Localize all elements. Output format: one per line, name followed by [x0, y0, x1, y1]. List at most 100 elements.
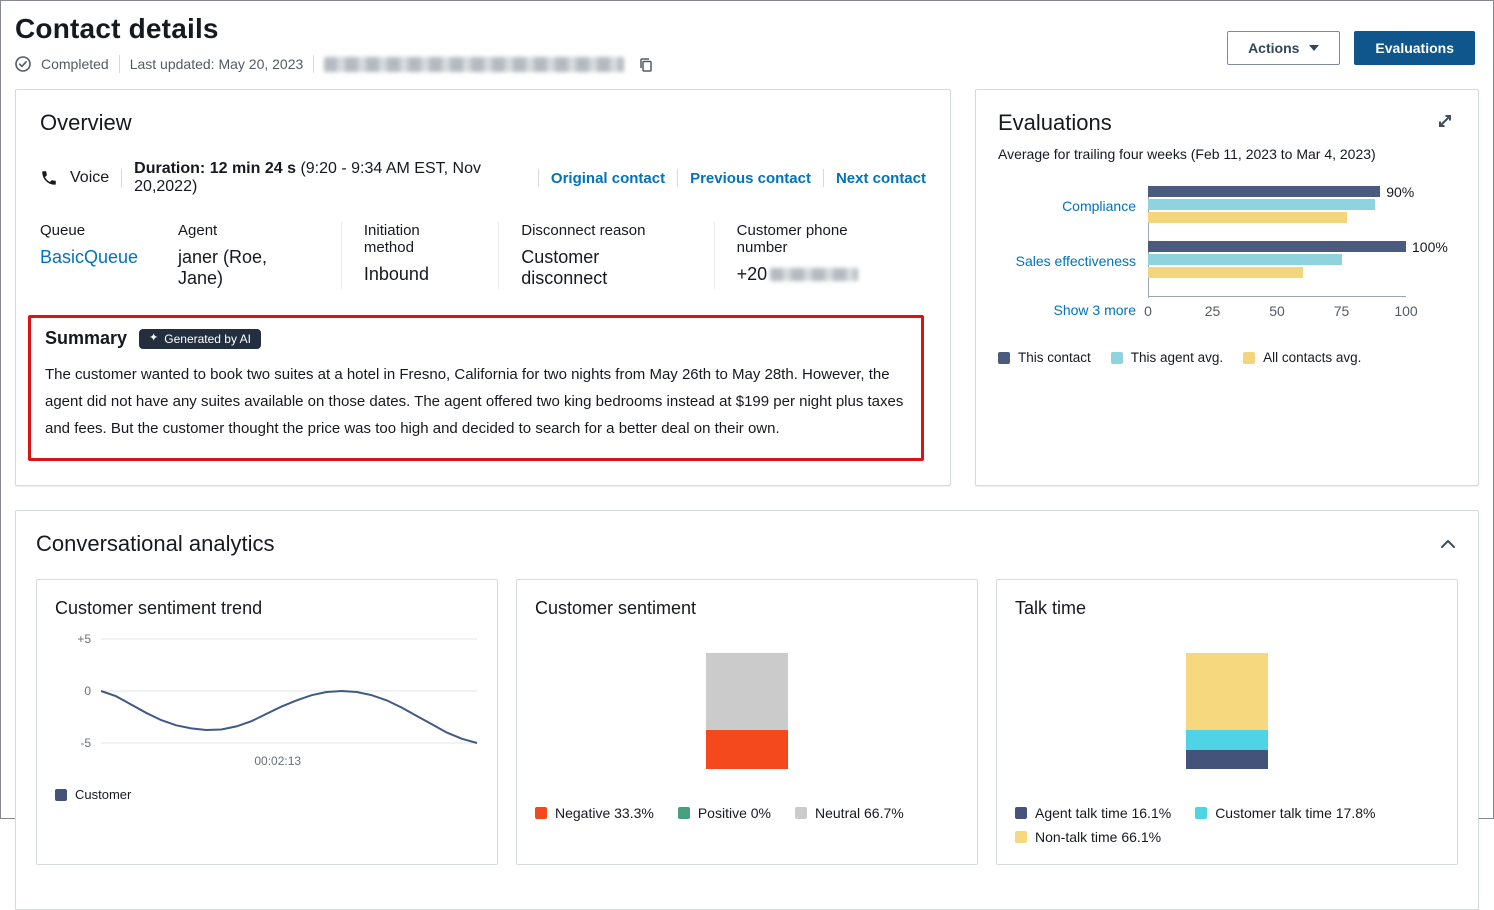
main-grid: Overview Voice Duration: 12 min 24 s (9:… — [15, 89, 1479, 486]
evaluations-chart-rows: Compliance 90% Sales effectiveness 100% — [998, 184, 1456, 280]
divider — [118, 55, 120, 73]
legend-item[interactable]: Non-talk time 66.1% — [1015, 829, 1161, 845]
divider — [121, 169, 123, 187]
bar-this-contact[interactable] — [1148, 241, 1406, 252]
bar-value-label: 90% — [1386, 184, 1415, 200]
legend-item[interactable]: This agent avg. — [1110, 350, 1224, 365]
overview-card: Overview Voice Duration: 12 min 24 s (9:… — [15, 89, 951, 486]
eval-category-link[interactable]: Sales effectiveness — [1015, 252, 1136, 269]
evaluations-axis-row: Show 3 more 0 25 50 75 100 — [998, 296, 1456, 322]
talk-time-title: Talk time — [1015, 598, 1087, 618]
bar-segment-negative[interactable] — [706, 730, 788, 769]
phone-number-redacted — [770, 268, 859, 281]
bar-segment-agent-talk-time[interactable] — [1186, 750, 1268, 769]
duration-label: Duration: — [134, 160, 206, 177]
original-contact-link[interactable]: Original contact — [550, 169, 666, 187]
ai-badge-label: Generated by AI — [164, 331, 251, 346]
evaluations-title: Evaluations — [998, 110, 1112, 135]
show-more-link[interactable]: Show 3 more — [1053, 302, 1136, 318]
expand-evaluations-button[interactable] — [1434, 110, 1456, 132]
bar-all-contacts-avg-[interactable] — [1148, 267, 1303, 278]
axis-tick-label: 25 — [1204, 303, 1221, 319]
legend-swatch — [795, 807, 807, 819]
legend-swatch — [535, 807, 547, 819]
field-value: Customer disconnect — [521, 247, 608, 288]
legend-label: This contact — [1018, 350, 1091, 365]
eval-category-link[interactable]: Compliance — [1062, 197, 1136, 214]
sentiment-line[interactable] — [100, 689, 478, 744]
actions-button-label: Actions — [1248, 40, 1300, 56]
conversational-header: Conversational analytics — [36, 531, 1458, 557]
y-tick-label: 0 — [84, 684, 91, 698]
sentiment-trend-chart: +5 0 -5 00:02:13 — [77, 632, 478, 768]
talk-time-legend: Agent talk time 16.1% Customer talk time … — [1015, 805, 1439, 845]
evaluations-legend: This contact This agent avg. All contacts … — [998, 350, 1456, 365]
bar-segment-customer-talk-time[interactable] — [1186, 729, 1268, 751]
legend-item[interactable]: Neutral 66.7% — [795, 805, 904, 821]
legend-label: Neutral 66.7% — [815, 805, 904, 821]
axis-tick-label: 0 — [1144, 303, 1152, 319]
evaluations-button[interactable]: Evaluations — [1354, 31, 1475, 65]
y-tick-label: -5 — [80, 736, 91, 750]
bar-segment-non-talk-time[interactable] — [1186, 653, 1268, 730]
chevron-up-icon — [1440, 538, 1456, 550]
legend-item[interactable]: Customer talk time 17.8% — [1195, 805, 1375, 821]
divider — [537, 169, 539, 187]
legend-label: This agent avg. — [1130, 350, 1224, 365]
summary-text: The customer wanted to book two suites a… — [45, 366, 904, 437]
field-initiation-method: Initiation method Inbound — [340, 222, 472, 289]
bar-this-agent-avg-[interactable] — [1148, 254, 1342, 265]
sentiment-trend-title: Customer sentiment trend — [55, 598, 263, 618]
talk-time-card: Talk time Agent talk time 16.1% Customer … — [996, 579, 1458, 865]
previous-contact-link[interactable]: Previous contact — [690, 169, 811, 187]
field-label: Queue — [40, 222, 86, 239]
copy-contact-id-button[interactable] — [638, 56, 654, 73]
legend-swatch — [677, 807, 690, 819]
contact-meta-row: Voice Duration: 12 min 24 s (9:20 - 9:34… — [40, 160, 926, 196]
channel-label: Voice — [70, 169, 110, 186]
status-row: Completed Last updated: May 20, 2023 — [15, 55, 1479, 73]
legend-item[interactable]: Customer — [55, 787, 131, 802]
field-disconnect-reason: Disconnect reason Customer disconnect — [498, 222, 687, 289]
legend-swatch — [1015, 831, 1027, 843]
field-value: Inbound — [363, 264, 429, 284]
generated-by-ai-badge: ✦ Generated by AI — [139, 328, 261, 349]
bar-all-contacts-avg-[interactable] — [1148, 212, 1347, 223]
actions-button[interactable]: Actions — [1227, 31, 1341, 65]
queue-link[interactable]: BasicQueue — [40, 247, 139, 267]
legend-swatch — [55, 788, 67, 801]
field-value: janer (Roe, Jane) — [178, 247, 268, 288]
legend-label: Agent talk time 16.1% — [1035, 805, 1172, 821]
y-tick-label: +5 — [77, 632, 91, 646]
talk-time-bar — [1186, 653, 1268, 769]
legend-swatch — [998, 351, 1010, 364]
field-customer-phone: Customer phone number +20 — [713, 222, 900, 289]
field-label: Customer phone number — [736, 222, 848, 256]
collapse-section-button[interactable] — [1438, 536, 1458, 552]
legend-swatch — [1015, 807, 1027, 819]
next-contact-link[interactable]: Next contact — [835, 169, 926, 187]
legend-item[interactable]: Agent talk time 16.1% — [1015, 805, 1171, 821]
show-more-cell: Show 3 more — [998, 296, 1148, 322]
overview-title: Overview — [40, 110, 132, 135]
field-value: +20 — [737, 264, 900, 285]
summary-header: Summary ✦ Generated by AI — [45, 328, 907, 349]
legend-swatch — [1110, 351, 1123, 364]
bar-segment-neutral[interactable] — [706, 653, 788, 731]
divider — [313, 55, 315, 73]
legend-label: Positive 0% — [697, 805, 771, 821]
legend-swatch — [1195, 807, 1208, 819]
duration-value: 12 min 24 s — [209, 160, 296, 177]
field-label: Disconnect reason — [521, 222, 646, 239]
status-text: Completed — [41, 56, 109, 72]
customer-sentiment-bar — [706, 653, 788, 769]
legend-label: Customer — [75, 787, 132, 802]
legend-item[interactable]: Negative 33.3% — [535, 805, 654, 821]
eval-group-bars: 90% — [1148, 184, 1414, 225]
legend-item[interactable]: Positive 0% — [677, 805, 771, 821]
legend-item[interactable]: All contacts avg. — [1243, 350, 1361, 365]
legend-item[interactable]: This contact — [998, 350, 1091, 365]
bar-this-contact[interactable] — [1148, 186, 1381, 197]
bar-this-agent-avg-[interactable] — [1148, 199, 1376, 210]
customer-sentiment-chart — [535, 619, 959, 769]
